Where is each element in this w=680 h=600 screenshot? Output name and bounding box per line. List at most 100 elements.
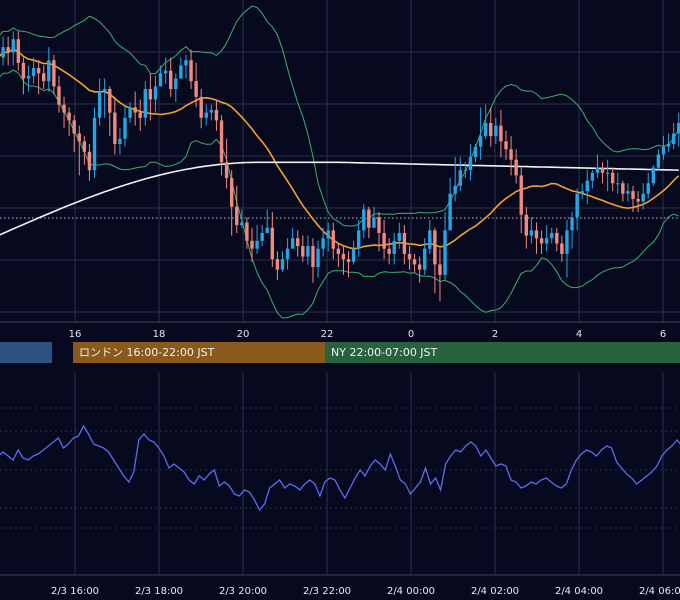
osc-x-tick-0: 2/3 16:00 <box>51 586 99 597</box>
candle-116 <box>585 170 589 205</box>
candle-body <box>407 253 412 260</box>
candle-133 <box>671 123 676 150</box>
candle-body <box>453 185 457 194</box>
candle-body <box>270 227 275 260</box>
candle-58 <box>290 227 295 249</box>
candle-62 <box>311 238 315 283</box>
candle-66 <box>331 222 335 260</box>
candle-17 <box>82 136 87 165</box>
candle-89 <box>448 178 452 231</box>
session-bar-london: ロンドン 16:00-22:00 JST <box>73 342 325 363</box>
price-x-axis: 16 18 20 22 0 2 4 6 <box>69 329 667 340</box>
candle-97 <box>489 107 493 147</box>
candle-body <box>97 91 102 118</box>
bollinger-lower <box>0 69 679 319</box>
candle-60 <box>301 235 305 262</box>
candle-96 <box>483 104 488 139</box>
candle-118 <box>595 154 600 179</box>
candle-35 <box>174 73 178 103</box>
candle-body <box>11 39 15 53</box>
candle-51 <box>255 225 259 254</box>
candle-127 <box>641 183 645 210</box>
candle-64 <box>321 227 325 257</box>
candle-body <box>590 172 595 181</box>
candle-108 <box>544 225 549 252</box>
candle-body <box>377 217 381 233</box>
candle-body <box>67 112 71 121</box>
candle-body <box>412 259 417 265</box>
candle-12 <box>57 75 61 113</box>
candle-10 <box>47 47 51 92</box>
candle-body <box>16 39 21 63</box>
candle-body <box>468 157 473 171</box>
candle-body <box>585 180 589 192</box>
candle-body <box>605 172 610 174</box>
candle-body <box>443 230 447 275</box>
candle-120 <box>605 159 610 192</box>
candle-body <box>77 133 81 142</box>
candle-body <box>163 70 168 74</box>
candle-85 <box>428 219 432 254</box>
candle-body <box>148 89 153 100</box>
candle-103 <box>519 167 523 233</box>
candle-3 <box>11 31 15 66</box>
candle-25 <box>123 104 127 147</box>
candle-body <box>199 96 203 118</box>
candle-body <box>651 167 656 184</box>
candle-body <box>595 167 600 173</box>
candle-body <box>102 89 107 92</box>
candle-body <box>31 68 36 76</box>
candle-125 <box>631 185 635 213</box>
candle-134 <box>677 112 680 147</box>
candle-body <box>423 248 427 270</box>
candle-42 <box>209 104 214 121</box>
candle-44 <box>219 115 224 176</box>
candle-body <box>524 214 529 236</box>
candle-119 <box>600 162 605 184</box>
candle-59 <box>296 230 300 257</box>
osc-x-tick-3: 2/3 22:00 <box>303 586 351 597</box>
candle-30 <box>148 73 153 121</box>
candle-body <box>62 104 66 113</box>
candle-5 <box>21 57 26 95</box>
candle-body <box>301 246 305 257</box>
candle-body <box>621 183 625 194</box>
candle-body <box>509 149 513 160</box>
candle-body <box>326 230 330 239</box>
candle-126 <box>636 191 640 213</box>
candle-body <box>194 81 198 97</box>
candle-39 <box>194 62 198 108</box>
candle-105 <box>529 217 534 244</box>
candle-33 <box>163 57 168 84</box>
candle-88 <box>443 212 447 281</box>
candle-body <box>229 178 234 207</box>
candle-100 <box>504 130 508 160</box>
candle-body <box>494 125 498 137</box>
candle-52 <box>260 225 264 247</box>
candle-29 <box>143 81 148 126</box>
candle-body <box>580 191 584 194</box>
candle-body <box>285 248 290 260</box>
candle-117 <box>590 170 595 189</box>
candle-body <box>463 170 468 172</box>
candle-95 <box>478 107 483 160</box>
candle-57 <box>285 238 290 270</box>
candle-40 <box>199 89 203 129</box>
candle-16 <box>77 125 81 176</box>
osc-series-line <box>0 424 680 512</box>
price-x-tick-2: 20 <box>237 329 250 340</box>
candle-body <box>209 109 214 113</box>
candle-9 <box>42 65 46 90</box>
candle-body <box>260 232 264 241</box>
price-x-tick-1: 18 <box>153 329 166 340</box>
osc-x-tick-4: 2/4 00:00 <box>387 586 435 597</box>
candle-body <box>666 143 671 147</box>
candle-86 <box>433 227 437 294</box>
candle-71 <box>356 219 361 257</box>
candle-body <box>219 120 224 163</box>
candle-body <box>610 172 615 184</box>
candle-body <box>311 246 315 268</box>
candle-body <box>671 133 676 144</box>
candle-body <box>87 151 92 171</box>
candle-body <box>92 117 97 171</box>
